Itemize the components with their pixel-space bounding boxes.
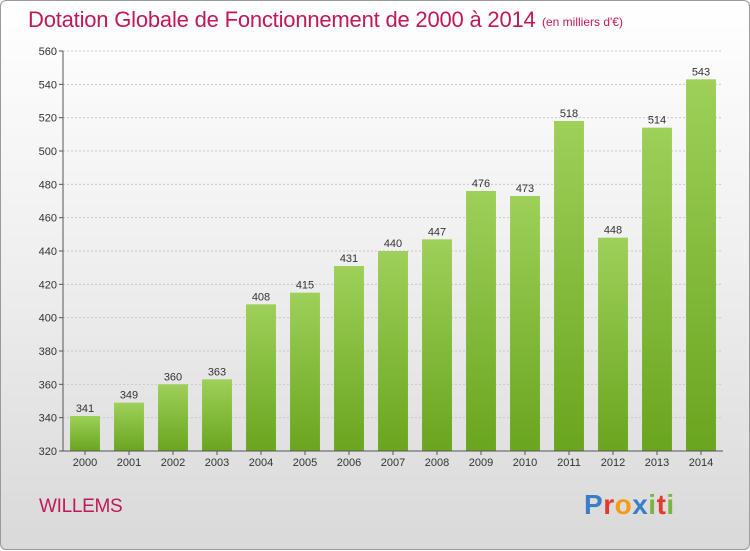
bars: 341 349 360 363 408 415 431 440 447 476 473 518 448 5…: [70, 66, 716, 452]
bar-2011: [554, 121, 584, 451]
y-tick-label: 340: [39, 413, 57, 425]
x-tick-label-2002: 2002: [161, 457, 185, 469]
bar-2010: [510, 196, 540, 451]
value-label-2003: 363: [208, 366, 226, 378]
bar-2008: [422, 239, 452, 451]
y-tick-label: 360: [39, 379, 57, 391]
y-tick-label: 560: [39, 46, 57, 58]
bar-2014: [686, 79, 716, 451]
logo-letter: i: [666, 489, 675, 520]
x-axis: 2000 2001 2002 2003 2004 2005 2006 2007 2008 2009…: [63, 450, 723, 469]
value-label-2002: 360: [164, 371, 182, 383]
x-tick-label-2001: 2001: [117, 457, 141, 469]
bar-2013: [642, 127, 672, 452]
value-label-2008: 447: [428, 226, 446, 238]
x-tick-label-2009: 2009: [469, 457, 493, 469]
x-tick-label-2014: 2014: [689, 457, 713, 469]
y-tick-label: 400: [39, 313, 57, 325]
bar-2002: [158, 384, 188, 451]
bar-2003: [202, 379, 232, 451]
y-tick-label: 520: [39, 113, 57, 125]
value-label-2000: 341: [76, 403, 94, 415]
bar-2006: [334, 266, 364, 451]
x-tick-label-2007: 2007: [381, 457, 405, 469]
y-tick-label: 420: [39, 279, 57, 291]
y-tick-label: 500: [39, 146, 57, 158]
value-label-2004: 408: [252, 291, 270, 303]
value-label-2010: 473: [516, 183, 534, 195]
logo-letter: o: [614, 489, 633, 520]
value-label-2005: 415: [296, 280, 314, 292]
commune-name: WILLEMS: [39, 496, 123, 517]
x-tick-label-2003: 2003: [205, 457, 229, 469]
chart-subtitle: (en milliers d'€): [542, 15, 623, 29]
logo-letter: r: [603, 489, 615, 520]
x-tick-label-2000: 2000: [73, 457, 97, 469]
chart-title: Dotation Globale de Fonctionnement de 20…: [28, 7, 536, 32]
y-tick-label: 440: [39, 246, 57, 258]
proxiti-logo: Proxiti: [584, 489, 675, 521]
logo-letter: i: [648, 489, 657, 520]
bar-2000: [70, 416, 100, 451]
logo-letter: P: [584, 489, 604, 520]
bar-2005: [290, 292, 320, 451]
bar-2004: [246, 304, 276, 451]
x-tick-label-2012: 2012: [601, 457, 625, 469]
x-tick-label-2004: 2004: [249, 457, 273, 469]
y-tick-label: 380: [39, 346, 57, 358]
logo-letter: x: [632, 489, 649, 520]
y-tick-label: 540: [39, 79, 57, 91]
bar-2001: [114, 402, 144, 451]
y-tick-label: 460: [39, 213, 57, 225]
x-tick-label-2006: 2006: [337, 457, 361, 469]
value-label-2009: 476: [472, 178, 490, 190]
x-tick-label-2008: 2008: [425, 457, 449, 469]
y-axis: 320 340 360 380 400 420 440 460 480 500 520 540 560: [39, 46, 64, 458]
bar-2007: [378, 251, 408, 451]
x-tick-label-2010: 2010: [513, 457, 537, 469]
bar-2012: [598, 237, 628, 451]
x-tick-label-2013: 2013: [645, 457, 669, 469]
x-tick-label-2005: 2005: [293, 457, 317, 469]
value-label-2014: 543: [692, 66, 710, 78]
value-label-2007: 440: [384, 238, 402, 250]
logo-letter: t: [656, 489, 667, 520]
value-label-2006: 431: [340, 253, 358, 265]
value-label-2001: 349: [120, 390, 138, 402]
value-label-2011: 518: [560, 108, 578, 120]
value-label-2013: 514: [648, 115, 666, 127]
x-tick-label-2011: 2011: [557, 457, 581, 469]
bar-2009: [466, 191, 496, 451]
y-tick-label: 480: [39, 179, 57, 191]
y-tick-label: 320: [39, 446, 57, 458]
value-label-2012: 448: [604, 225, 622, 237]
